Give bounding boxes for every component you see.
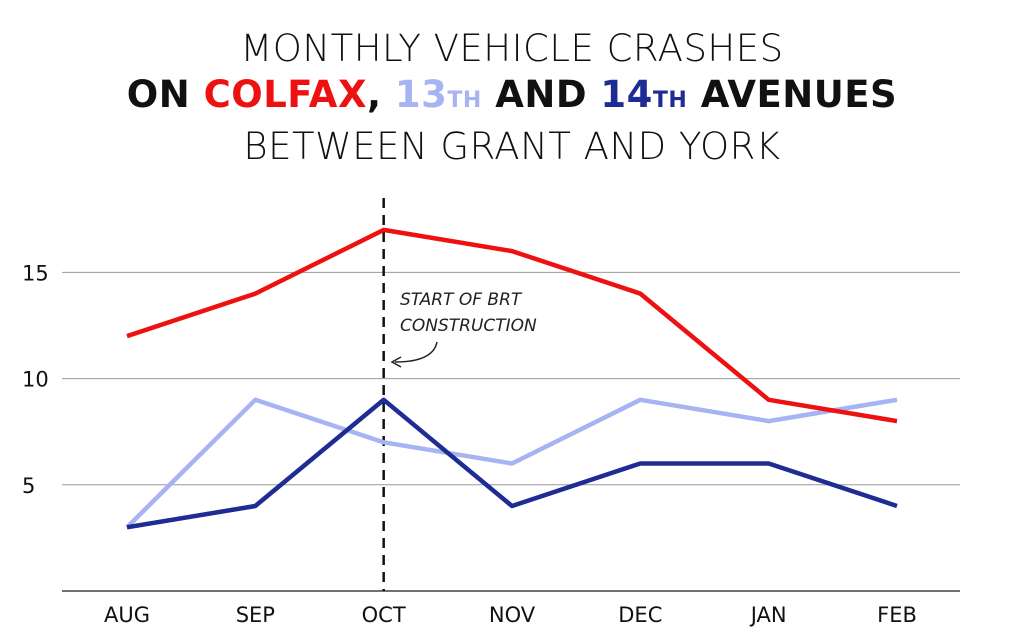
series-line-14th <box>126 397 898 530</box>
annotation-arrowhead <box>390 356 402 368</box>
x-tick-label: SEP <box>236 603 275 627</box>
series-line-13th <box>125 397 898 529</box>
title-and: AND <box>481 73 601 116</box>
chart-title: MONTHLY VEHICLE CRASHES ON COLFAX, 13TH … <box>0 26 1024 170</box>
y-tick-label: 15 <box>22 261 49 285</box>
annotation-line-1: START OF BRT <box>400 290 523 310</box>
title-avenues: AVENUES <box>687 73 898 116</box>
title-line-3: BETWEEN GRANT AND YORK <box>243 125 781 168</box>
x-tick-label: AUG <box>104 603 150 627</box>
axis-labels: 5 10 15 AUG SEP OCT NOV DEC JAN FEB <box>22 261 917 627</box>
title-13: 13 <box>394 73 448 116</box>
series-line-colfax <box>126 227 898 424</box>
x-tick-label: FEB <box>877 603 917 627</box>
x-tick-label: NOV <box>489 603 536 627</box>
x-tick-label: DEC <box>618 603 662 627</box>
annotation-arrow-curve <box>394 341 438 363</box>
title-14-suffix: TH <box>652 88 688 113</box>
title-colfax: COLFAX <box>203 73 367 116</box>
y-tick-label: 10 <box>22 368 49 392</box>
x-tick-label: JAN <box>749 603 787 627</box>
title-line-1: MONTHLY VEHICLE CRASHES <box>240 27 784 70</box>
gridlines <box>62 271 960 592</box>
annotation: START OF BRT CONSTRUCTION <box>390 290 537 368</box>
title-comma: , <box>366 73 395 116</box>
title-on: ON <box>126 73 204 116</box>
title-14: 14 <box>600 73 653 116</box>
annotation-line-2: CONSTRUCTION <box>400 316 537 336</box>
x-tick-label: OCT <box>362 603 406 627</box>
title-line-2: ON COLFAX, 13TH AND 14TH AVENUES <box>0 72 1024 124</box>
title-13-suffix: TH <box>447 88 482 113</box>
y-tick-label: 5 <box>22 474 35 498</box>
series-lines <box>125 227 898 530</box>
